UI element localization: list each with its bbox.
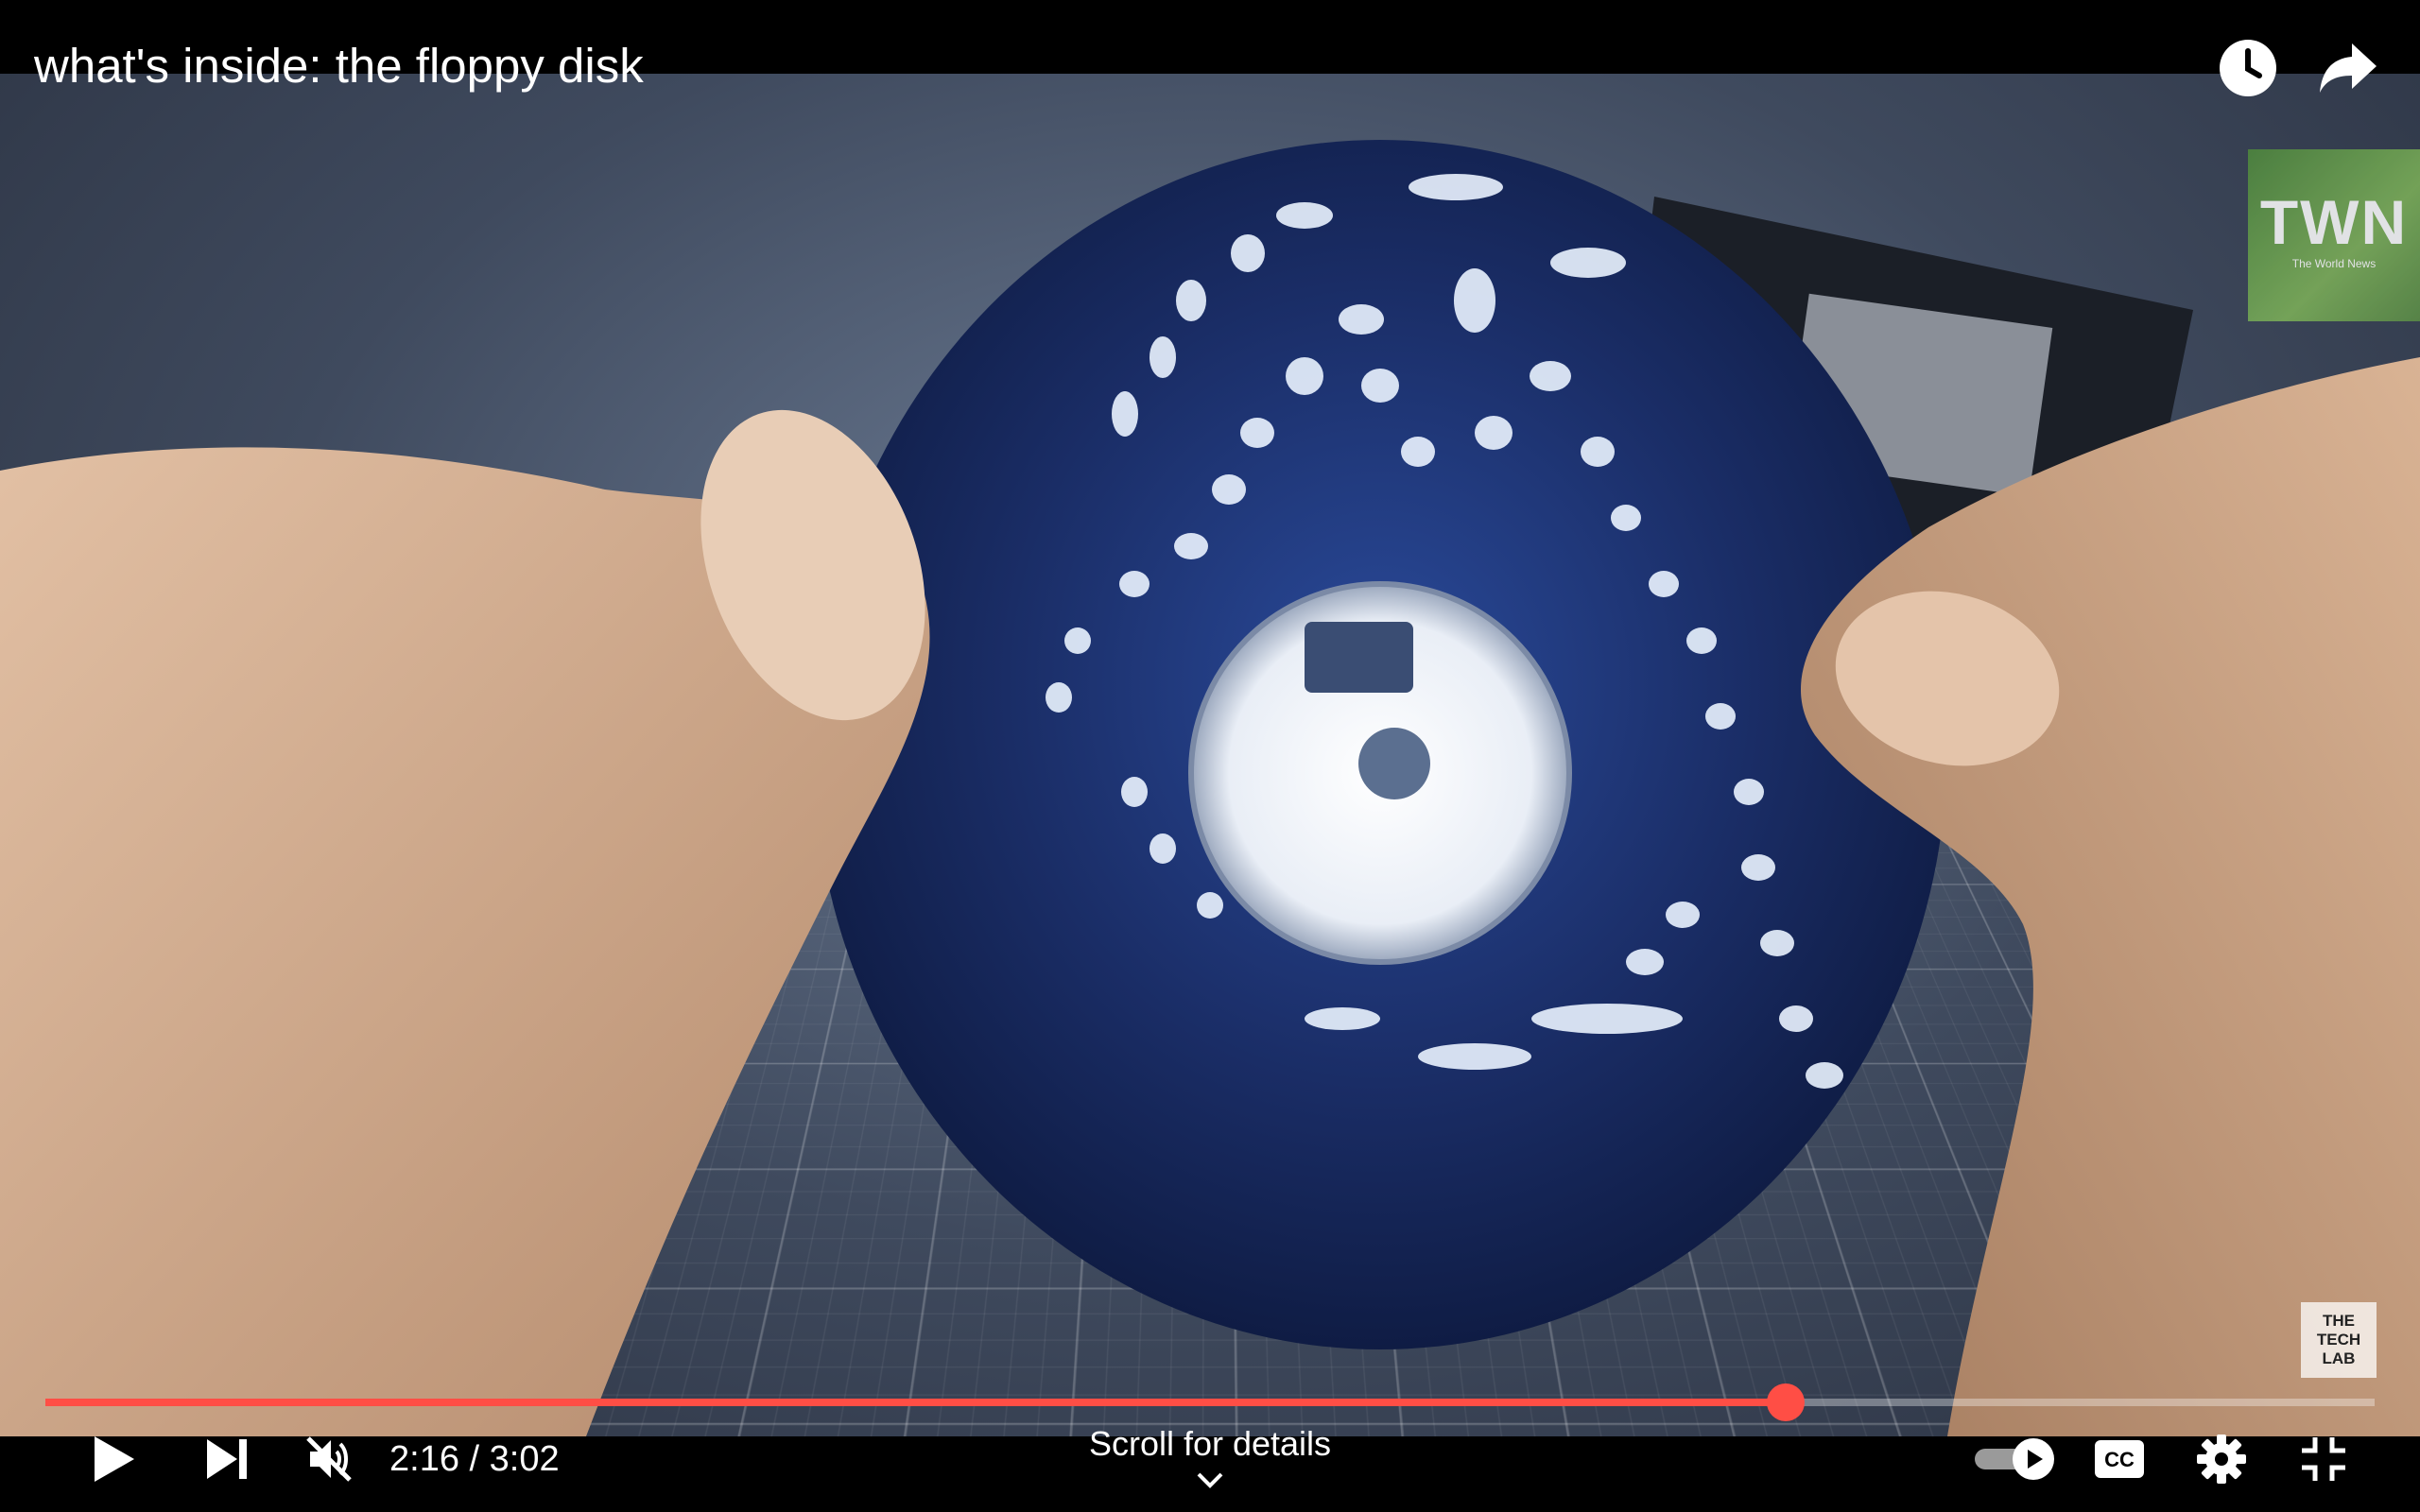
channel-badge-text: TWN [2248, 191, 2420, 253]
video-title[interactable]: what's inside: the floppy disk [34, 32, 644, 100]
channel-badge: TWN The World News [2248, 149, 2420, 321]
progress-scrubber[interactable] [1767, 1383, 1805, 1421]
watermark-line: TECH [2301, 1331, 2377, 1349]
channel-badge-subtext: The World News [2248, 257, 2420, 270]
progress-played [45, 1399, 1786, 1406]
tech-lab-watermark: THE TECH LAB [2301, 1302, 2377, 1378]
progress-bar[interactable] [45, 1399, 2375, 1406]
svg-text:CC: CC [2104, 1448, 2135, 1471]
play-icon [91, 1435, 136, 1484]
mute-button[interactable] [299, 1429, 359, 1489]
next-button[interactable] [197, 1429, 257, 1489]
gear-icon [2197, 1435, 2246, 1484]
time-display: 2:16 / 3:02 [389, 1435, 560, 1484]
watermark-line: LAB [2301, 1349, 2377, 1368]
exit-fullscreen-icon [2300, 1435, 2347, 1483]
subtitles-button[interactable]: CC [2093, 1429, 2146, 1489]
volume-muted-icon [304, 1435, 354, 1484]
play-button[interactable] [83, 1429, 144, 1489]
hub-drive-hole [1305, 622, 1413, 693]
cc-icon: CC [2095, 1440, 2144, 1478]
settings-button[interactable] [2191, 1429, 2252, 1489]
clock-icon[interactable] [2218, 38, 2278, 98]
scroll-for-details[interactable]: Scroll for details [1040, 1421, 1380, 1467]
watermark-line: THE [2301, 1312, 2377, 1331]
next-icon [205, 1437, 249, 1481]
hub-spindle-hole [1358, 728, 1430, 799]
exit-fullscreen-button[interactable] [2293, 1429, 2354, 1489]
chevron-down-icon[interactable] [1193, 1467, 1227, 1495]
video-frame[interactable]: TWN The World News [0, 74, 2420, 1436]
autoplay-toggle[interactable] [1972, 1429, 2057, 1489]
share-icon[interactable] [2318, 38, 2378, 98]
video-scene [0, 74, 2420, 1436]
